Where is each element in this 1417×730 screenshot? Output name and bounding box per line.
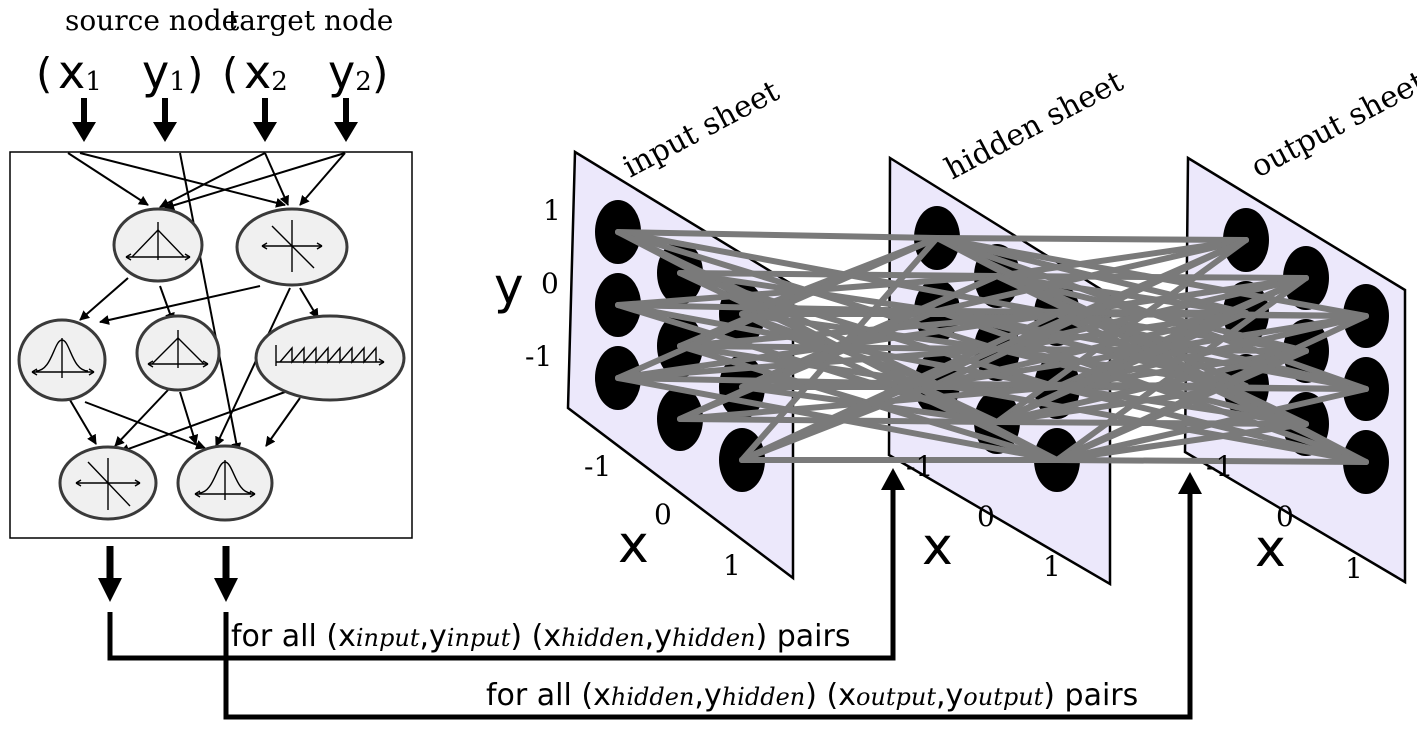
input-y1: y1 [142, 45, 186, 99]
substrate: input sheet hidden sheet output sheet y … [494, 64, 1417, 587]
arrow-down-icon [72, 98, 96, 142]
hidden-output-connection [994, 310, 1249, 425]
hidden-output-connection [1054, 421, 1309, 463]
hidden-output-connection [1054, 348, 1309, 463]
query-label-1: for all (xinput,yinput) (xhidden,yhidden… [231, 619, 850, 654]
hidden-output-connection [994, 348, 1309, 425]
hidden-output-connection [994, 237, 1249, 425]
hidden-output-connection [934, 381, 1249, 389]
input-y2: y2 [328, 45, 372, 99]
cppn-node-3 [17, 318, 107, 402]
input-x1: x1 [58, 45, 102, 99]
x-axis-letter-output: x [1255, 519, 1286, 579]
x-tick-0-output: 0 [1276, 500, 1294, 533]
hidden-output-connection [994, 237, 1249, 279]
x-tick-0-input: 0 [654, 498, 672, 531]
hidden-output-connection [994, 419, 1309, 427]
cppn-node-1 [112, 207, 204, 283]
arrow-up-icon [881, 468, 905, 490]
query-routing: for all (xinput,yinput) (xhidden,yhidden… [107, 468, 1202, 720]
gaussian-icon [31, 338, 95, 378]
cppn-panel: source node target node ( x1 y1 ) ( x2 y… [9, 4, 413, 602]
x-tick-neg1-output: -1 [1206, 450, 1233, 483]
cppn-node-4 [135, 314, 221, 392]
hidden-output-connection [934, 235, 1249, 243]
sawtooth-icon [275, 345, 385, 366]
hidden-output-connection [994, 273, 1309, 281]
input-hidden-connection [615, 235, 940, 381]
output-sheet-label: output sheet [1245, 64, 1417, 185]
cppn-node-7 [176, 444, 274, 522]
cppn-edges [67, 152, 346, 454]
hidden-sheet-label: hidden sheet [939, 64, 1129, 187]
x-tick-0-hidden: 0 [977, 500, 995, 533]
hidden-output-connection [1054, 275, 1309, 463]
arrow-down-icon [153, 98, 177, 142]
hidden-output-connection [934, 310, 1249, 387]
open-paren-2: ( [222, 49, 238, 98]
close-paren-1: ) [187, 49, 203, 98]
query-label-2: for all (xhidden,yhidden) (xoutput,youtp… [486, 678, 1138, 713]
x-axis-letter-input: x [618, 515, 649, 575]
y-tick-1: 1 [543, 194, 561, 227]
cppn-node-5 [254, 314, 406, 402]
input-hidden-connection [739, 381, 940, 463]
input-hidden-connection [739, 235, 940, 463]
cppn-input-arrows [72, 98, 358, 142]
x-axis-letter-hidden: x [922, 517, 953, 577]
cppn-input-labels: ( x1 y1 ) ( x2 y2 ) [36, 45, 388, 99]
hidden-output-connection [1054, 386, 1369, 463]
target-node-label: target node [228, 4, 393, 37]
input-x2: x2 [244, 45, 288, 99]
arrow-down-icon [98, 546, 122, 602]
hidden-output-connection [1054, 457, 1369, 465]
x-tick-neg1-input: -1 [584, 450, 611, 483]
input-hidden-connection [615, 229, 940, 241]
open-paren-1: ( [36, 49, 52, 98]
hidden-output-connection [994, 275, 1309, 352]
close-paren-2: ) [372, 49, 388, 98]
source-node-label: source node [65, 4, 238, 37]
hidden-output-connection [934, 237, 1249, 314]
cppn-node-6 [58, 445, 158, 521]
linear-cross-icon [261, 220, 323, 272]
arrow-down-icon [334, 98, 358, 142]
arrow-down-icon [253, 98, 277, 142]
arrow-down-icon [214, 546, 238, 602]
hidden-output-connection [934, 237, 1249, 387]
substrate-connections [615, 229, 1369, 465]
route-line-1 [107, 488, 896, 661]
x-tick-1-output: 1 [1345, 552, 1363, 585]
y-tick-neg1: -1 [525, 340, 552, 373]
arrow-up-icon [1178, 472, 1202, 494]
y-tick-0: 0 [541, 267, 559, 300]
input-hidden-connection [677, 308, 940, 422]
input-sheet-label: input sheet [617, 74, 785, 185]
x-tick-neg1-hidden: -1 [906, 450, 933, 483]
cppn-node-2 [235, 207, 349, 287]
triangle-wave-icon [125, 222, 191, 261]
gaussian-icon [194, 460, 256, 500]
x-tick-1-hidden: 1 [1043, 550, 1061, 583]
route-line-2 [223, 492, 1193, 720]
linear-cross-icon [75, 458, 141, 510]
x-tick-1-input: 1 [723, 549, 741, 582]
triangle-wave-icon [147, 330, 209, 368]
y-axis-letter: y [494, 257, 524, 315]
